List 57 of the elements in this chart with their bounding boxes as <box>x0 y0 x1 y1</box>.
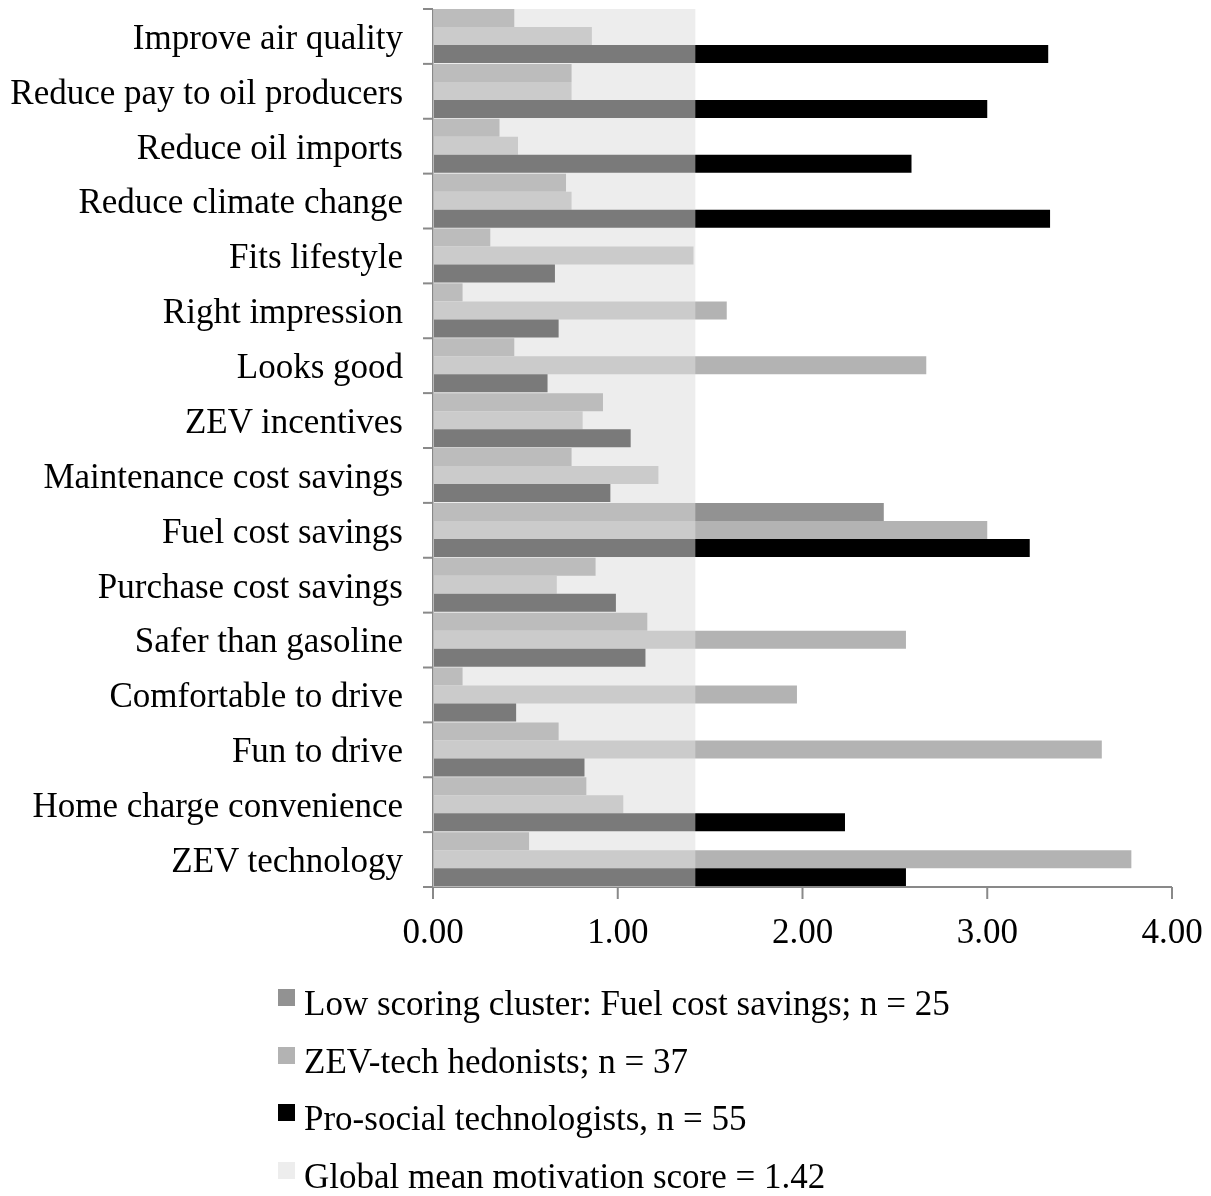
y-tick-label: ZEV technology <box>171 840 404 880</box>
bar <box>433 319 559 338</box>
y-tick-label: Purchase cost savings <box>97 566 403 606</box>
bar <box>433 246 694 265</box>
bar <box>433 484 611 502</box>
bar <box>433 630 906 649</box>
bar <box>433 81 572 100</box>
x-tick-label: 3.00 <box>956 911 1018 951</box>
bar <box>433 868 906 887</box>
bar <box>433 466 659 484</box>
bar <box>433 374 548 393</box>
legend-label: ZEV-tech hedonists; n = 37 <box>304 1041 688 1081</box>
bar <box>433 209 1051 228</box>
y-tick-label: Reduce climate change <box>78 182 403 222</box>
bar <box>433 813 845 832</box>
y-tick-label: Safer than gasoline <box>134 621 403 661</box>
y-tick-label: Reduce pay to oil producers <box>10 72 403 112</box>
y-tick-label: Fits lifestyle <box>228 237 403 277</box>
bar <box>433 593 616 612</box>
x-tick-label: 2.00 <box>771 911 834 951</box>
bar <box>433 795 624 814</box>
bar <box>433 758 585 777</box>
y-tick-label: Home charge convenience <box>32 786 403 826</box>
bar <box>433 45 1049 63</box>
bar <box>433 740 1102 759</box>
y-tick-label: ZEV incentives <box>184 401 403 441</box>
bar <box>433 520 988 539</box>
bar <box>433 575 557 594</box>
x-tick-label: 0.00 <box>402 911 464 951</box>
bar <box>433 99 988 118</box>
y-tick-label: Maintenance cost savings <box>43 456 403 496</box>
y-tick-label: Fuel cost savings <box>161 511 403 551</box>
bar <box>433 301 727 320</box>
bar <box>433 411 583 430</box>
bar <box>433 264 555 283</box>
bar <box>433 154 912 173</box>
y-tick-label: Fun to drive <box>231 731 403 771</box>
bar <box>433 136 518 155</box>
bar <box>433 27 592 45</box>
y-tick-label: Improve air quality <box>132 17 404 57</box>
bar <box>433 538 1030 557</box>
bar <box>433 648 646 667</box>
legend-label: Global mean motivation score = 1.42 <box>304 1157 826 1196</box>
bar <box>433 191 572 210</box>
y-tick-label: Reduce oil imports <box>136 127 403 167</box>
bar <box>433 703 517 722</box>
x-tick-label: 4.00 <box>1141 911 1203 951</box>
bar <box>433 850 1132 869</box>
bar <box>433 356 927 375</box>
legend-label: Pro-social technologists, n = 55 <box>304 1099 747 1139</box>
x-tick-label: 1.00 <box>587 911 649 951</box>
y-tick-label: Looks good <box>236 347 404 387</box>
y-tick-label: Right impression <box>162 292 403 332</box>
y-tick-label: Comfortable to drive <box>109 676 403 716</box>
bar <box>433 429 631 448</box>
bar <box>433 685 797 704</box>
legend-label: Low scoring cluster: Fuel cost savings; n = 25 <box>304 984 950 1023</box>
